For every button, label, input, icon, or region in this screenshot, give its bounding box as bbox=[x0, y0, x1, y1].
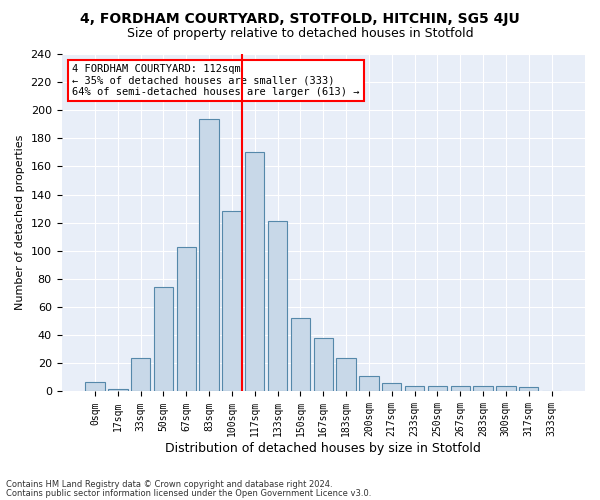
Bar bbox=[131, 358, 151, 392]
Bar bbox=[176, 246, 196, 392]
Text: Contains public sector information licensed under the Open Government Licence v3: Contains public sector information licen… bbox=[6, 488, 371, 498]
Bar bbox=[496, 386, 515, 392]
Bar bbox=[108, 388, 128, 392]
Y-axis label: Number of detached properties: Number of detached properties bbox=[15, 135, 25, 310]
Text: 4 FORDHAM COURTYARD: 112sqm
← 35% of detached houses are smaller (333)
64% of se: 4 FORDHAM COURTYARD: 112sqm ← 35% of det… bbox=[72, 64, 359, 98]
Bar bbox=[405, 386, 424, 392]
Bar bbox=[268, 222, 287, 392]
Bar bbox=[291, 318, 310, 392]
Bar bbox=[199, 118, 219, 392]
Bar bbox=[314, 338, 333, 392]
Bar bbox=[154, 288, 173, 392]
Bar bbox=[359, 376, 379, 392]
Bar bbox=[382, 383, 401, 392]
Bar bbox=[519, 388, 538, 392]
Bar bbox=[337, 358, 356, 392]
X-axis label: Distribution of detached houses by size in Stotfold: Distribution of detached houses by size … bbox=[166, 442, 481, 455]
Text: Size of property relative to detached houses in Stotfold: Size of property relative to detached ho… bbox=[127, 28, 473, 40]
Bar bbox=[222, 212, 242, 392]
Bar bbox=[473, 386, 493, 392]
Text: 4, FORDHAM COURTYARD, STOTFOLD, HITCHIN, SG5 4JU: 4, FORDHAM COURTYARD, STOTFOLD, HITCHIN,… bbox=[80, 12, 520, 26]
Bar bbox=[245, 152, 265, 392]
Bar bbox=[428, 386, 447, 392]
Text: Contains HM Land Registry data © Crown copyright and database right 2024.: Contains HM Land Registry data © Crown c… bbox=[6, 480, 332, 489]
Bar bbox=[85, 382, 105, 392]
Bar bbox=[451, 386, 470, 392]
